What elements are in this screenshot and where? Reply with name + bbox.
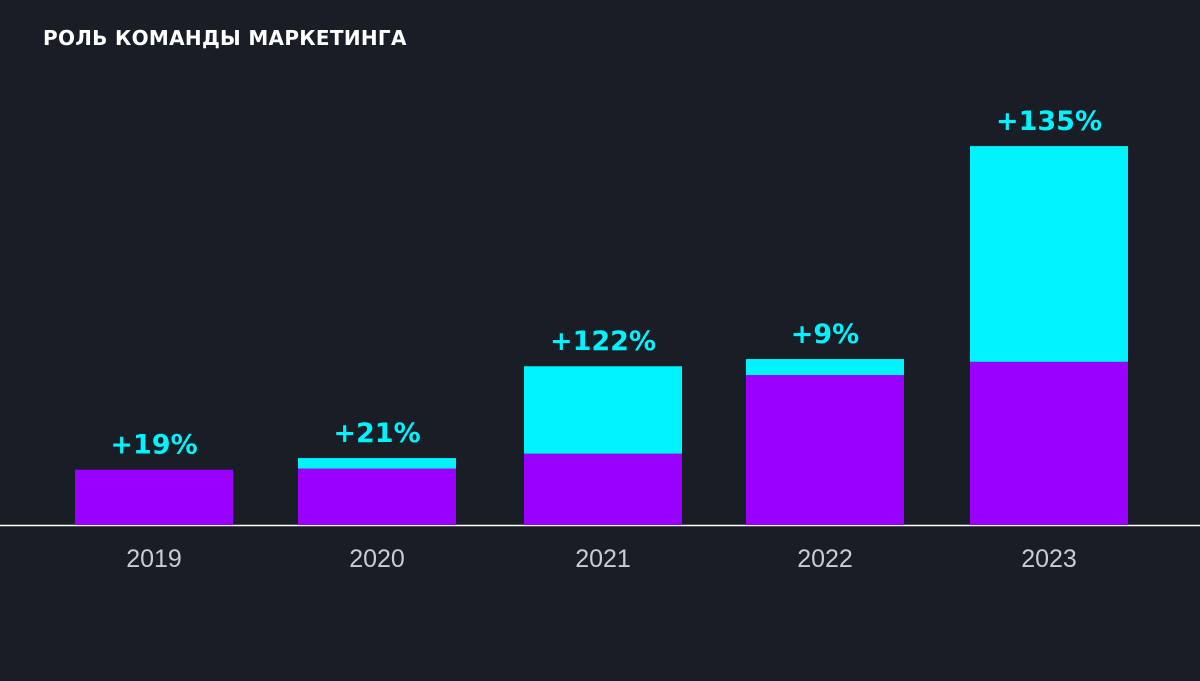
bar-increase-2021: [524, 366, 682, 454]
bar-base-2021: [524, 453, 682, 525]
bar-increase-2020: [298, 458, 456, 469]
x-tick-label-2023: 2023: [1021, 545, 1077, 573]
x-tick-label-2020: 2020: [349, 545, 405, 573]
x-tick-label-2019: 2019: [126, 545, 182, 573]
x-tick-label-2022: 2022: [797, 545, 853, 573]
data-label-2023: +135%: [996, 106, 1102, 137]
data-label-2021: +122%: [550, 326, 656, 357]
bar-base-2020: [298, 468, 456, 525]
bar-base-2023: [970, 361, 1128, 525]
chart-title: РОЛЬ КОМАНДЫ МАРКЕТИНГА: [43, 26, 407, 50]
data-label-2022: +9%: [791, 319, 859, 350]
bar-increase-2023: [970, 146, 1128, 362]
data-label-2019: +19%: [110, 430, 197, 461]
x-tick-label-2021: 2021: [575, 545, 631, 573]
data-label-2020: +21%: [333, 418, 420, 449]
bar-base-2019: [75, 469, 233, 525]
bar-increase-2022: [746, 359, 904, 376]
bar-base-2022: [746, 375, 904, 525]
